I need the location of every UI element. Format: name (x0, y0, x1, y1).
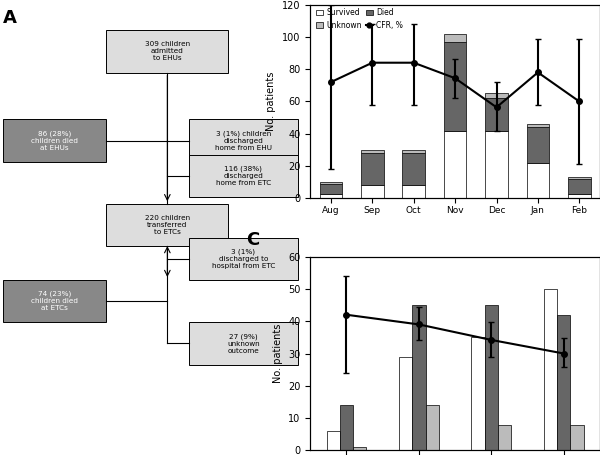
Bar (568, 193, 590, 198)
Text: 3 (1%) children
discharged
home from EHU: 3 (1%) children discharged home from EHU (215, 130, 272, 151)
Bar (403, 150, 425, 153)
Bar (361, 153, 383, 186)
Bar (403, 186, 425, 198)
FancyBboxPatch shape (188, 322, 298, 364)
Bar (485, 305, 498, 450)
FancyBboxPatch shape (106, 30, 228, 72)
Y-axis label: No. patients: No. patients (272, 324, 283, 383)
Text: 116 (38%)
discharged
home from ETC: 116 (38%) discharged home from ETC (216, 166, 271, 187)
Bar (412, 305, 425, 450)
Bar (544, 289, 557, 450)
Text: 3 (1%)
discharged to
hospital from ETC: 3 (1%) discharged to hospital from ETC (212, 248, 275, 269)
Bar (353, 447, 367, 450)
Text: 86 (28%)
children died
at EHUs: 86 (28%) children died at EHUs (31, 130, 78, 151)
Bar (320, 193, 342, 198)
Bar (361, 186, 383, 198)
FancyBboxPatch shape (188, 238, 298, 280)
FancyBboxPatch shape (3, 119, 106, 162)
Bar (340, 405, 353, 450)
Bar (485, 131, 508, 198)
Text: B: B (247, 0, 260, 3)
Text: C: C (247, 231, 260, 249)
Bar (444, 34, 466, 42)
Bar (326, 431, 340, 450)
Bar (444, 131, 466, 198)
Bar (403, 153, 425, 186)
Bar (485, 98, 508, 131)
Bar (571, 425, 584, 450)
Text: A: A (3, 9, 17, 27)
Bar (399, 357, 412, 450)
Bar (557, 315, 571, 450)
FancyBboxPatch shape (188, 119, 298, 162)
Bar (527, 163, 549, 198)
Bar (472, 337, 485, 450)
Text: 74 (23%)
children died
at ETCs: 74 (23%) children died at ETCs (31, 291, 78, 311)
Bar (527, 127, 549, 163)
Y-axis label: No. patients: No. patients (266, 72, 277, 131)
Bar (485, 93, 508, 98)
Legend: Survived, Unknown, Died, CFR, %: Survived, Unknown, Died, CFR, % (314, 6, 404, 31)
FancyBboxPatch shape (3, 280, 106, 322)
Bar (425, 405, 439, 450)
Bar (568, 177, 590, 179)
Bar (498, 425, 511, 450)
Bar (320, 182, 342, 184)
Bar (527, 124, 549, 127)
Text: 27 (9%)
unknown
outcome: 27 (9%) unknown outcome (227, 333, 260, 354)
Bar (568, 179, 590, 193)
Bar (320, 184, 342, 193)
Text: 309 children
admitted
to EHUs: 309 children admitted to EHUs (145, 41, 190, 61)
Bar (361, 150, 383, 153)
FancyBboxPatch shape (106, 204, 228, 247)
FancyBboxPatch shape (188, 155, 298, 197)
Text: 220 children
transferred
to ETCs: 220 children transferred to ETCs (145, 215, 190, 235)
Bar (444, 42, 466, 131)
